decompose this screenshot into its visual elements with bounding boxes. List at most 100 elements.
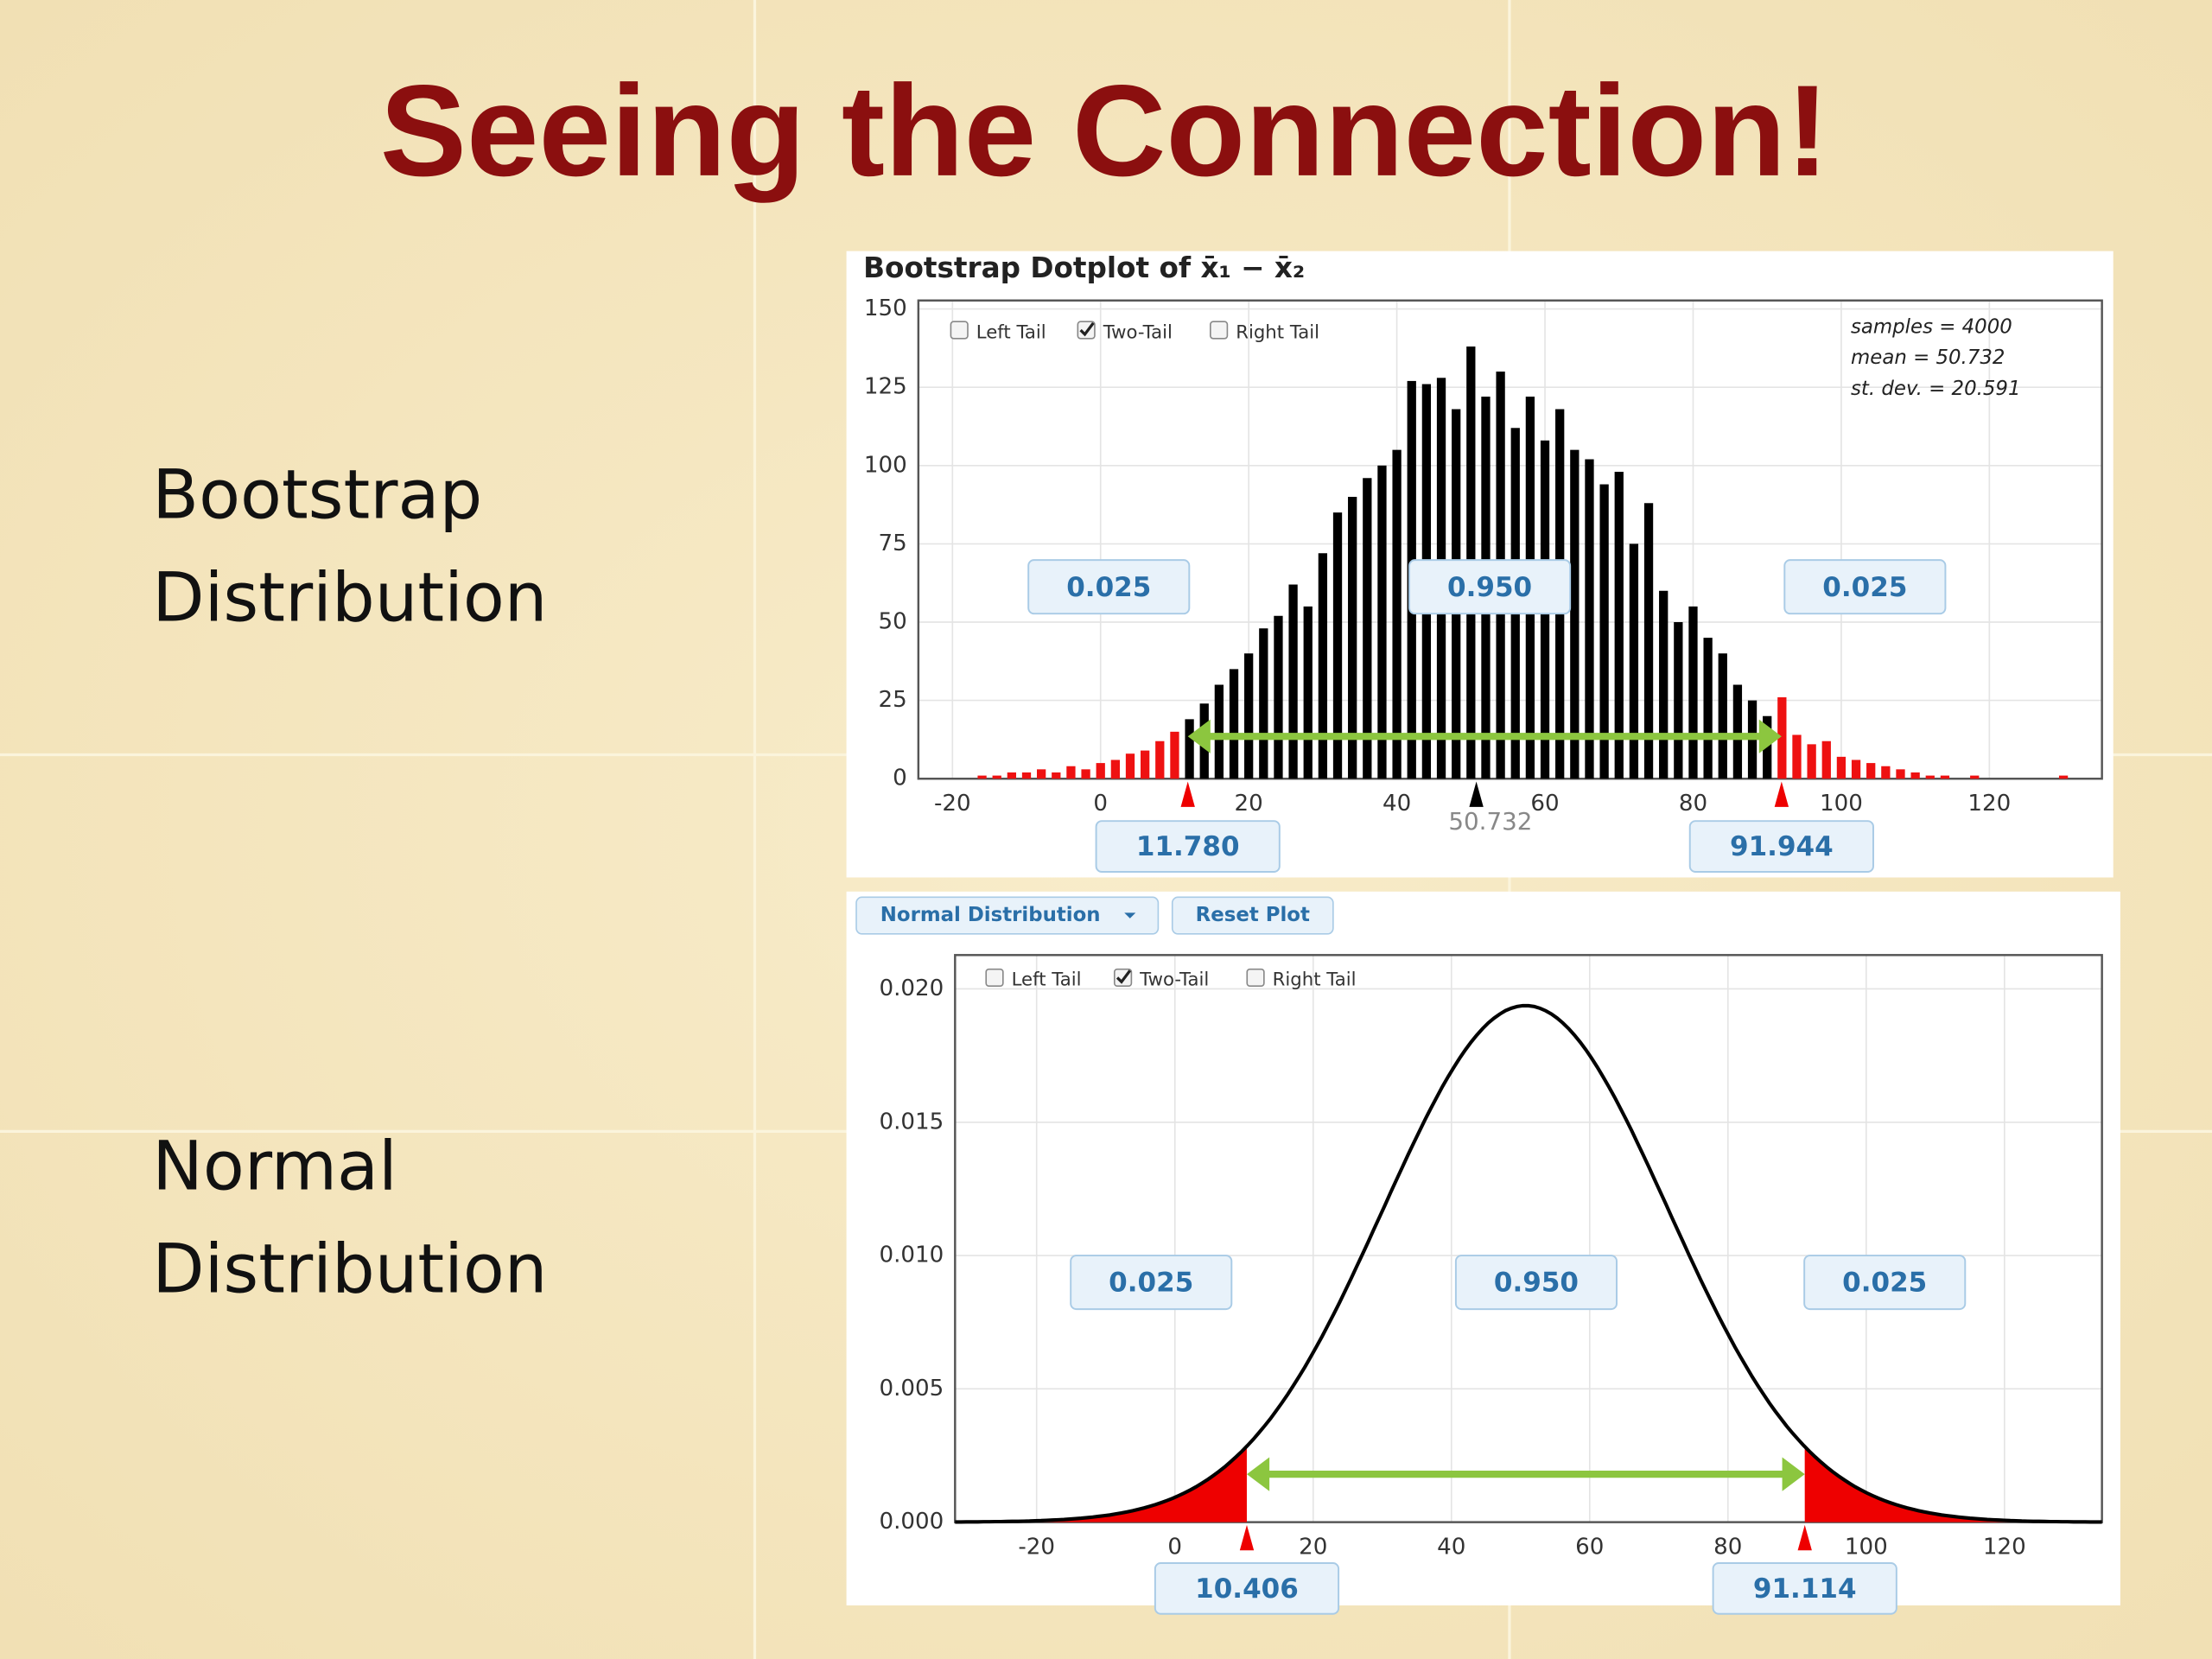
button-label[interactable]: Reset Plot	[1196, 904, 1310, 926]
bar	[1110, 760, 1121, 779]
mean-label: 50.732	[1448, 807, 1532, 836]
side-label: Bootstrap	[152, 455, 482, 534]
cutoff-marker	[1180, 781, 1195, 807]
bar	[1185, 719, 1194, 779]
x-tick-label: 20	[1299, 1535, 1327, 1560]
region-label: 0.025	[1066, 572, 1151, 603]
bar	[1763, 715, 1772, 779]
bar	[1599, 484, 1609, 779]
region-label-box	[1070, 1255, 1233, 1311]
bar	[1141, 750, 1150, 779]
tail-area	[1804, 1446, 2102, 1522]
bar	[1614, 472, 1624, 779]
bar	[1318, 553, 1328, 779]
x-tick-label: -20	[1018, 1535, 1055, 1560]
cutoff-marker	[1797, 1524, 1812, 1551]
slide-title: Seeing the Connection!	[380, 58, 1829, 203]
checkbox-label[interactable]: Two-Tail	[1103, 321, 1173, 343]
region-label-box	[1027, 559, 1191, 615]
bar	[1244, 653, 1254, 779]
y-tick-label: 50	[879, 608, 907, 634]
y-tick-label: 100	[864, 452, 907, 478]
x-tick-label: 40	[1437, 1535, 1465, 1560]
bar	[1896, 769, 1905, 779]
y-tick-label: 0.010	[879, 1243, 944, 1268]
bar	[1659, 590, 1669, 779]
bar	[1363, 478, 1372, 779]
region-label: 0.025	[1822, 572, 1907, 603]
bar	[1718, 653, 1727, 779]
bar	[1274, 615, 1283, 779]
cutoff-label: 91.114	[1753, 1573, 1857, 1605]
region-label-box	[1783, 559, 1947, 615]
checkbox-label[interactable]: Right Tail	[1236, 321, 1319, 343]
bar	[1940, 775, 1950, 779]
bar	[1155, 741, 1165, 779]
stat-text: mean = 50.732	[1851, 346, 2005, 369]
cutoff-label-box	[1688, 820, 1874, 873]
bar	[1674, 622, 1683, 779]
x-tick-label: 120	[1967, 791, 2011, 817]
side-label: Distribution	[152, 559, 547, 638]
y-tick-label: 25	[879, 687, 907, 713]
bar	[1821, 741, 1831, 779]
checkbox-label[interactable]: Two-Tail	[1139, 969, 1209, 991]
bar	[1303, 606, 1313, 779]
arrow-head	[1782, 1457, 1805, 1491]
bar	[1970, 775, 1980, 779]
checkmark	[1116, 969, 1132, 984]
button[interactable]	[1171, 896, 1334, 935]
checkbox[interactable]	[1246, 968, 1265, 988]
side-labels: Bootstrap Distribution Normal Distributi…	[152, 455, 547, 1308]
checkbox[interactable]	[1210, 321, 1229, 340]
cutoff-label: 10.406	[1195, 1573, 1299, 1605]
x-tick-label: -20	[934, 791, 971, 817]
bar	[1125, 753, 1135, 779]
arrow-head	[1758, 719, 1782, 753]
button-label[interactable]: Normal Distribution	[880, 904, 1101, 926]
region-label-box	[1803, 1255, 1967, 1311]
bar	[1021, 772, 1032, 779]
button[interactable]	[855, 896, 1160, 935]
bar	[1910, 772, 1920, 779]
x-tick-label: 0	[1167, 1535, 1182, 1560]
bar	[1096, 763, 1105, 779]
x-tick-label: 40	[1382, 791, 1411, 817]
arrow-head	[1246, 1457, 1270, 1491]
bar	[1881, 766, 1891, 779]
y-tick-label: 75	[879, 531, 907, 556]
bar	[1229, 669, 1239, 779]
plot-frame	[954, 954, 2103, 1523]
checkmark	[1079, 321, 1095, 337]
bar	[1392, 449, 1402, 779]
region-label: 0.950	[1447, 572, 1532, 603]
chart-title: Bootstrap Dotplot of x̄₁ − x̄₂	[863, 251, 1305, 284]
arrow-head	[1187, 719, 1211, 753]
x-tick-label: 100	[1845, 1535, 1888, 1560]
y-tick-label: 125	[864, 374, 907, 400]
x-tick-label: 120	[1983, 1535, 2026, 1560]
bar	[1214, 684, 1224, 779]
x-tick-label: 80	[1679, 791, 1707, 817]
region-label: 0.025	[1109, 1268, 1193, 1299]
cutoff-label-box	[1712, 1562, 1897, 1615]
bar	[1570, 449, 1580, 779]
checkbox-label[interactable]: Left Tail	[1012, 969, 1082, 991]
plot-frame	[917, 299, 2103, 780]
dropdown-caret	[1124, 912, 1136, 918]
bar	[1377, 465, 1387, 779]
cutoff-label: 11.780	[1136, 831, 1240, 862]
region-label: 0.025	[1842, 1268, 1927, 1299]
checkbox[interactable]	[985, 968, 1004, 988]
x-tick-label: 80	[1713, 1535, 1742, 1560]
bar	[977, 775, 987, 779]
x-tick-label: 60	[1530, 791, 1559, 817]
cutoff-label-box	[1095, 820, 1281, 873]
checkbox-label[interactable]: Right Tail	[1273, 969, 1357, 991]
region-label: 0.950	[1494, 1268, 1579, 1299]
checkbox-label[interactable]: Left Tail	[976, 321, 1046, 343]
bar	[1807, 744, 1816, 779]
cutoff-label-box	[1154, 1562, 1340, 1615]
checkbox[interactable]	[950, 321, 969, 340]
